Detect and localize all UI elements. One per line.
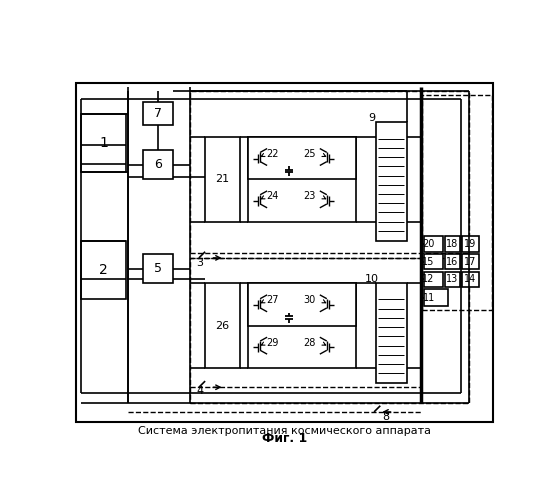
Text: Фиг. 1: Фиг. 1 xyxy=(262,432,307,446)
Bar xyxy=(445,254,460,270)
Bar xyxy=(76,83,493,422)
Bar xyxy=(461,236,479,252)
Text: 10: 10 xyxy=(365,274,379,284)
Text: 5: 5 xyxy=(154,262,162,275)
Text: 15: 15 xyxy=(422,256,434,266)
Text: 21: 21 xyxy=(215,174,229,184)
Bar xyxy=(248,284,356,326)
Text: 9: 9 xyxy=(368,113,375,122)
Bar xyxy=(81,241,126,298)
Bar xyxy=(445,236,460,252)
Text: 4: 4 xyxy=(196,386,203,396)
Bar xyxy=(190,91,469,252)
Bar xyxy=(376,284,406,384)
Text: 26: 26 xyxy=(215,320,229,330)
Bar xyxy=(424,290,448,306)
Text: 1: 1 xyxy=(99,136,108,150)
Text: 19: 19 xyxy=(464,239,476,249)
Bar xyxy=(143,254,172,284)
Text: 13: 13 xyxy=(446,274,459,284)
Text: 18: 18 xyxy=(446,239,459,249)
Text: 27: 27 xyxy=(266,295,279,305)
Bar xyxy=(143,150,172,180)
Text: Система электропитания космического аппарата: Система электропитания космического аппа… xyxy=(138,426,431,436)
Text: 30: 30 xyxy=(304,295,316,305)
Text: 23: 23 xyxy=(304,192,316,202)
Text: 29: 29 xyxy=(266,338,279,347)
Bar xyxy=(205,284,240,368)
Bar xyxy=(376,122,406,241)
Text: 14: 14 xyxy=(464,274,476,284)
Text: 3: 3 xyxy=(196,258,203,268)
Bar xyxy=(248,284,356,368)
Bar xyxy=(461,272,479,287)
Bar xyxy=(424,236,443,252)
Bar xyxy=(248,137,356,222)
Bar xyxy=(461,254,479,270)
Bar xyxy=(445,272,460,287)
Text: 16: 16 xyxy=(446,256,459,266)
Text: 2: 2 xyxy=(99,263,108,277)
Text: 22: 22 xyxy=(266,149,279,159)
Text: 20: 20 xyxy=(422,239,434,249)
Text: 28: 28 xyxy=(304,338,316,347)
Bar xyxy=(190,258,469,402)
Text: 17: 17 xyxy=(464,256,476,266)
Bar xyxy=(424,254,443,270)
Text: 24: 24 xyxy=(266,192,279,202)
Text: 7: 7 xyxy=(154,108,162,120)
Text: 12: 12 xyxy=(422,274,434,284)
Text: 11: 11 xyxy=(423,293,435,303)
Bar xyxy=(205,137,240,222)
Bar xyxy=(422,94,492,310)
Bar xyxy=(143,102,172,126)
Bar xyxy=(248,137,356,180)
Text: 8: 8 xyxy=(382,412,389,422)
Text: 25: 25 xyxy=(304,149,316,159)
Bar xyxy=(424,272,443,287)
Text: 6: 6 xyxy=(154,158,162,171)
Bar xyxy=(81,114,126,172)
